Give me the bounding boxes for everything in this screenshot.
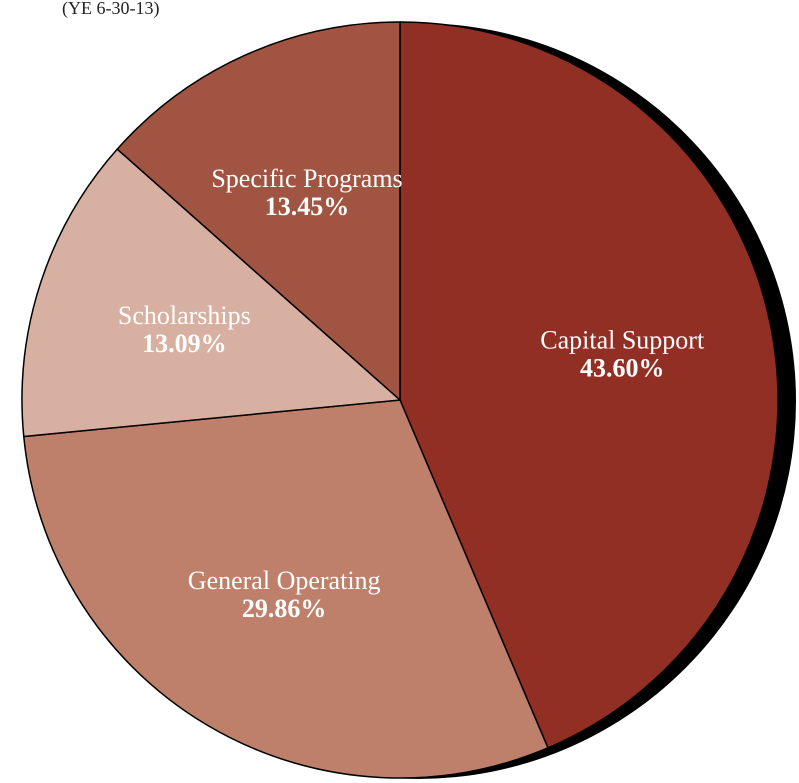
pie-slice <box>116 21 401 402</box>
slice-label: Scholarships <box>118 301 251 330</box>
slice-value-label: 13.45% <box>265 192 350 221</box>
chart-subtitle: (YE 6-30-13) <box>62 0 159 19</box>
pie-slice <box>21 148 402 438</box>
slice-value-label: 29.86% <box>242 594 327 623</box>
slice-label: General Operating <box>188 566 381 595</box>
slice-value-label: 43.60% <box>580 354 665 383</box>
pie-slice <box>22 399 549 779</box>
slice-label: Specific Programs <box>211 164 402 193</box>
slice-label: Capital Support <box>540 326 705 355</box>
pie-slice <box>399 21 779 749</box>
slice-value-label: 13.09% <box>142 329 227 358</box>
